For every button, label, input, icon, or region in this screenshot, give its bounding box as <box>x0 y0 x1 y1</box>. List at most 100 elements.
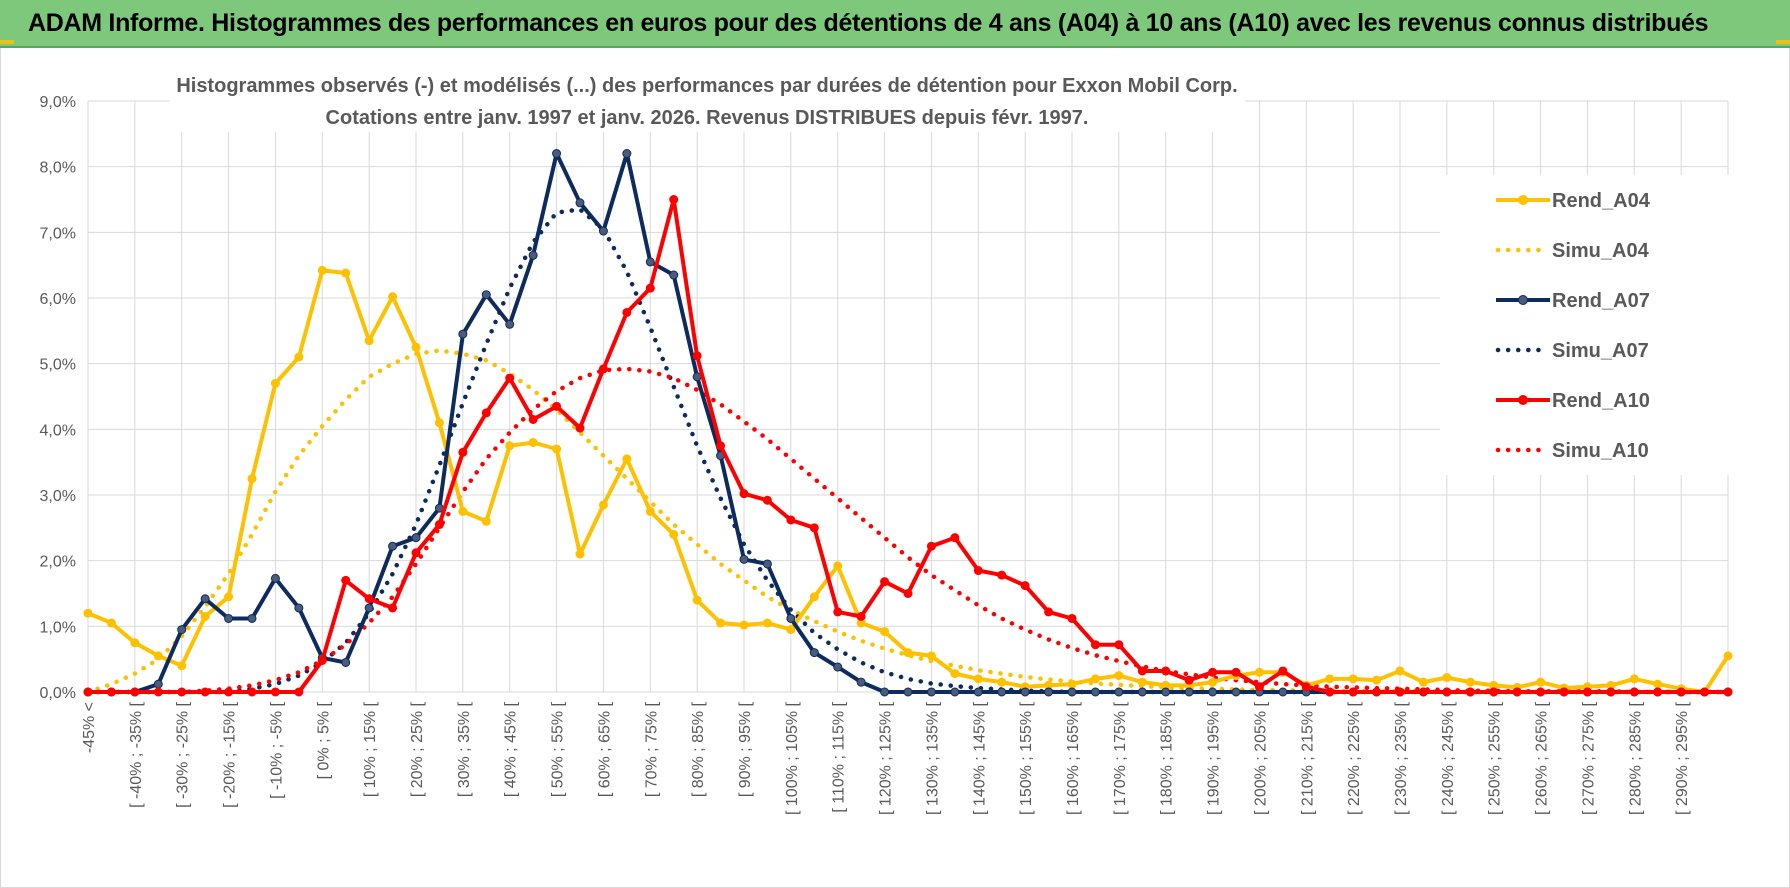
y-tick-label: 5,0% <box>40 357 76 374</box>
data-point-rend-a10 <box>1161 666 1171 676</box>
data-point-rend-a04 <box>153 651 163 661</box>
data-point-rend-a10 <box>622 307 632 317</box>
data-point-rend-a07 <box>552 149 562 159</box>
x-tick-label: [ 170% ; 175% [ <box>1112 701 1129 815</box>
x-tick-label: -45% < <box>81 702 98 753</box>
data-point-rend-a04 <box>130 638 140 648</box>
data-point-rend-a10 <box>200 687 210 697</box>
data-point-rend-a07 <box>997 687 1007 697</box>
data-point-rend-a10 <box>809 523 819 533</box>
data-point-rend-a10 <box>1231 667 1241 677</box>
data-point-rend-a10 <box>224 687 234 697</box>
data-point-rend-a04 <box>341 268 351 278</box>
data-point-rend-a07 <box>1090 687 1100 697</box>
data-point-rend-a10 <box>1278 666 1288 676</box>
chart-series <box>83 149 1733 697</box>
data-point-rend-a10 <box>153 687 163 697</box>
data-point-rend-a07 <box>809 648 819 658</box>
data-point-rend-a10 <box>575 423 585 433</box>
x-tick-label: [ 150% ; 155% [ <box>1018 701 1035 815</box>
legend-marker-rend-a10 <box>1518 395 1528 405</box>
data-point-rend-a04 <box>411 342 421 352</box>
data-point-rend-a04 <box>1325 674 1335 684</box>
data-point-rend-a10 <box>130 687 140 697</box>
data-point-rend-a04 <box>950 669 960 679</box>
data-point-rend-a04 <box>1395 666 1405 676</box>
data-point-rend-a10 <box>317 655 327 665</box>
y-tick-label: 8,0% <box>40 160 76 177</box>
performance-histogram-chart: 0,0% 1,0% 2,0% 3,0% 4,0% 5,0% 6,0% 7,0% 8,0% 9,0%… <box>40 70 1733 815</box>
data-point-rend-a07 <box>973 687 983 697</box>
data-point-rend-a10 <box>880 577 890 587</box>
data-point-rend-a10 <box>716 441 726 451</box>
x-tick-label: [ -40% ; -35% [ <box>128 701 145 807</box>
data-point-rend-a10 <box>341 575 351 585</box>
data-point-rend-a10 <box>997 570 1007 580</box>
data-point-rend-a04 <box>1372 675 1382 685</box>
data-point-rend-a07 <box>950 687 960 697</box>
data-point-rend-a04 <box>294 352 304 362</box>
x-tick-label: [ 280% ; 285% [ <box>1627 701 1644 815</box>
data-point-rend-a10 <box>270 687 280 697</box>
x-tick-label: [ 120% ; 125% [ <box>878 701 895 815</box>
data-point-rend-a04 <box>1536 677 1546 687</box>
data-point-rend-a04 <box>200 611 210 621</box>
x-tick-label: [ 230% ; 235% [ <box>1393 701 1410 815</box>
data-point-rend-a04 <box>505 441 515 451</box>
data-point-rend-a10 <box>786 515 796 525</box>
data-point-rend-a07 <box>153 679 163 689</box>
data-point-rend-a10 <box>505 373 515 383</box>
data-point-rend-a10 <box>106 687 116 697</box>
data-point-rend-a10 <box>1629 687 1639 697</box>
data-point-rend-a10 <box>1208 667 1218 677</box>
data-point-rend-a04 <box>388 292 398 302</box>
data-point-rend-a07 <box>341 657 351 667</box>
data-point-rend-a10 <box>294 687 304 697</box>
legend-background <box>1440 175 1730 475</box>
data-point-rend-a10 <box>83 687 93 697</box>
x-tick-label: [ 250% ; 255% [ <box>1487 701 1504 815</box>
data-point-rend-a07 <box>224 613 234 623</box>
data-point-rend-a04 <box>1653 679 1663 689</box>
data-point-rend-a07 <box>247 613 257 623</box>
data-point-rend-a10 <box>481 408 491 418</box>
data-point-rend-a10 <box>645 283 655 293</box>
x-tick-label: [ 110% ; 115% [ <box>831 701 848 812</box>
data-point-rend-a10 <box>1184 675 1194 685</box>
x-tick-label: [ 90% ; 95% [ <box>737 701 754 797</box>
data-point-rend-a10 <box>1372 687 1382 697</box>
y-tick-label: 3,0% <box>40 488 76 505</box>
data-point-rend-a04 <box>716 618 726 628</box>
legend-label-simu-a10: Simu_A10 <box>1552 440 1649 462</box>
data-point-rend-a04 <box>1348 674 1358 684</box>
data-point-rend-a04 <box>1418 677 1428 687</box>
legend-label-simu-a04: Simu_A04 <box>1552 240 1650 262</box>
data-point-rend-a04 <box>1137 677 1147 687</box>
x-tick-label: [ 180% ; 185% [ <box>1159 701 1176 815</box>
data-point-rend-a10 <box>1067 613 1077 623</box>
data-point-rend-a10 <box>1465 687 1475 697</box>
data-point-rend-a04 <box>622 454 632 464</box>
data-point-rend-a07 <box>575 198 585 208</box>
data-point-rend-a04 <box>528 437 538 447</box>
data-point-rend-a10 <box>552 401 562 411</box>
data-point-rend-a07 <box>1020 687 1030 697</box>
data-point-rend-a04 <box>434 418 444 428</box>
data-point-rend-a04 <box>317 265 327 275</box>
data-point-rend-a10 <box>1325 687 1335 697</box>
data-point-rend-a10 <box>950 533 960 543</box>
data-point-rend-a10 <box>388 603 398 613</box>
data-point-rend-a10 <box>1512 687 1522 697</box>
x-tick-label: [ 160% ; 165% [ <box>1065 701 1082 815</box>
x-tick-label: [ 130% ; 135% [ <box>924 701 941 815</box>
data-point-rend-a04 <box>1723 651 1733 661</box>
data-point-rend-a04 <box>270 378 280 388</box>
data-point-rend-a10 <box>1606 687 1616 697</box>
data-point-rend-a07 <box>856 677 866 687</box>
data-point-rend-a10 <box>1700 687 1710 697</box>
data-point-rend-a07 <box>458 329 468 339</box>
y-tick-label: 1,0% <box>40 619 76 636</box>
data-point-rend-a10 <box>1723 687 1733 697</box>
x-tick-label: [ 70% ; 75% [ <box>643 701 660 797</box>
data-point-rend-a04 <box>762 618 772 628</box>
